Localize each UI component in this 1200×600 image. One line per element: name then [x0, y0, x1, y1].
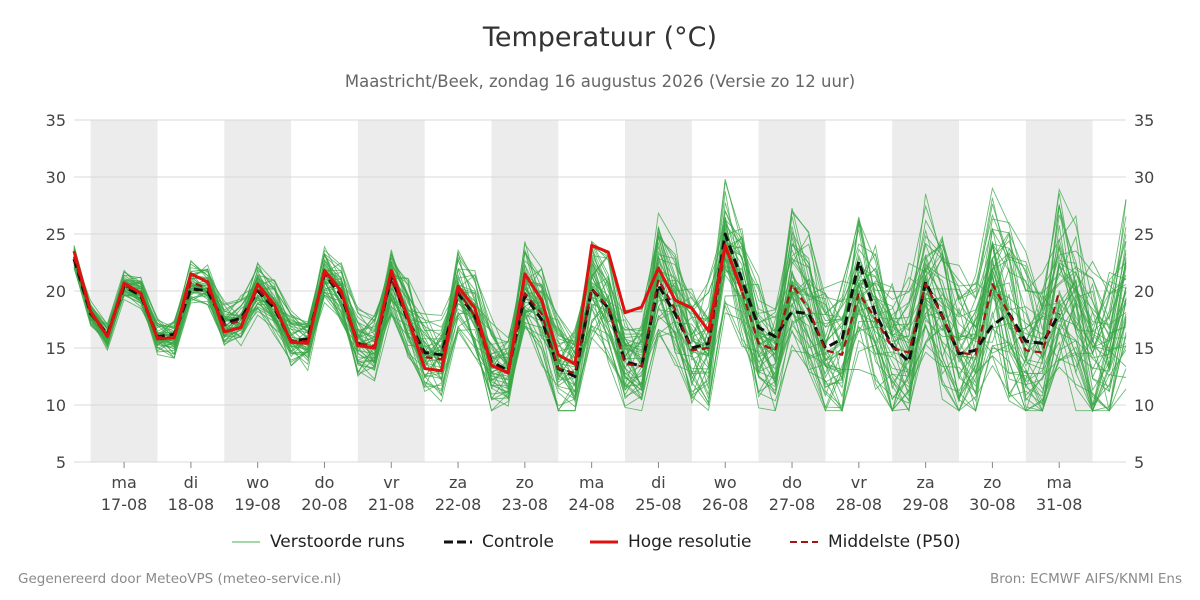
x-tick-weekday: ma — [579, 473, 604, 492]
member-line — [73, 246, 1127, 408]
x-tick-weekday: wo — [714, 473, 737, 492]
member-line — [73, 261, 1127, 413]
member-line — [73, 211, 1127, 367]
member-line — [73, 186, 1127, 364]
footer-source: Bron: ECMWF AIFS/KNMI Ens — [989, 571, 1182, 587]
median-line — [72, 246, 1061, 375]
x-tick-date: 17-08 — [101, 495, 148, 514]
legend-item-hires: Hoge resolutie — [590, 529, 752, 555]
x-tick-weekday: za — [917, 473, 935, 492]
x-axis: ma 17-08 di 18-08 wo 19-08 do 20-08 vr 21-08 za 22-… — [101, 462, 1083, 514]
legend-item-members: Verstoorde runs — [232, 529, 405, 555]
x-tick-weekday: do — [314, 473, 334, 492]
y-tick-label-left: 30 — [46, 168, 66, 187]
legend-item-median: Middelste (P50) — [790, 529, 961, 555]
member-line — [73, 266, 1127, 412]
member-line — [73, 260, 1127, 412]
x-tick-weekday: di — [651, 473, 666, 492]
x-tick-date: 18-08 — [168, 495, 215, 514]
x-tick-weekday: ma — [111, 473, 136, 492]
x-tick-date: 22-08 — [435, 495, 482, 514]
member-line — [73, 228, 1127, 388]
x-tick-date: 29-08 — [902, 495, 949, 514]
main-lines — [72, 232, 1061, 378]
legend-label: Controle — [482, 532, 554, 552]
y-tick-label-right: 20 — [1134, 282, 1154, 301]
y-tick-label-right: 15 — [1134, 339, 1154, 358]
x-tick-date: 25-08 — [635, 495, 682, 514]
y-tick-label-right: 10 — [1134, 396, 1154, 415]
y-tick-label-left: 15 — [46, 339, 66, 358]
legend-label: Middelste (P50) — [828, 532, 961, 552]
x-tick-date: 26-08 — [702, 495, 749, 514]
footer-credit: Gegenereerd door MeteoVPS (meteo-service… — [18, 571, 342, 587]
y-tick-label-right: 35 — [1134, 111, 1154, 130]
x-tick-weekday: za — [449, 473, 467, 492]
legend-swatch-hires — [590, 540, 618, 544]
x-tick-date: 30-08 — [969, 495, 1016, 514]
y-tick-label-left: 35 — [46, 111, 66, 130]
chart-title: Temperatuur (°C) — [482, 22, 718, 53]
hires-line — [72, 243, 744, 375]
member-line — [73, 209, 1127, 377]
x-tick-weekday: wo — [246, 473, 269, 492]
y-tick-label-right: 5 — [1134, 453, 1144, 472]
x-tick-weekday: vr — [383, 473, 399, 492]
x-tick-date: 19-08 — [234, 495, 281, 514]
x-tick-weekday: ma — [1047, 473, 1072, 492]
legend-swatch-control — [444, 540, 472, 544]
member-line — [73, 267, 1127, 413]
x-tick-weekday: zo — [983, 473, 1001, 492]
y-tick-label-right: 30 — [1134, 168, 1154, 187]
y-tick-label-left: 20 — [46, 282, 66, 301]
x-tick-weekday: do — [782, 473, 802, 492]
y-tick-label-left: 10 — [46, 396, 66, 415]
x-tick-weekday: vr — [851, 473, 867, 492]
member-line — [73, 243, 1127, 400]
member-line — [73, 191, 1127, 369]
x-tick-date: 28-08 — [836, 495, 883, 514]
legend-swatch-members — [232, 541, 260, 543]
x-tick-date: 27-08 — [769, 495, 816, 514]
member-line — [73, 178, 1127, 371]
legend-item-control: Controle — [444, 529, 554, 555]
y-tick-label-left: 25 — [46, 225, 66, 244]
member-line — [73, 220, 1127, 397]
x-tick-date: 24-08 — [568, 495, 615, 514]
legend-swatch-median — [790, 541, 818, 543]
member-line — [73, 264, 1127, 412]
y-tick-label-right: 25 — [1134, 225, 1154, 244]
x-tick-date: 23-08 — [502, 495, 549, 514]
legend: Verstoorde runs Controle Hoge resolutie … — [0, 529, 1200, 555]
y-axis-right: 5 10 15 20 25 30 35 — [1134, 111, 1154, 472]
y-tick-label-left: 5 — [56, 453, 66, 472]
y-axis-left: 5 10 15 20 25 30 35 — [46, 111, 66, 472]
x-tick-date: 31-08 — [1036, 495, 1083, 514]
x-tick-weekday: di — [184, 473, 199, 492]
x-tick-date: 20-08 — [301, 495, 348, 514]
chart-subtitle: Maastricht/Beek, zondag 16 augustus 2026… — [344, 72, 856, 91]
legend-label: Verstoorde runs — [270, 532, 405, 552]
legend-label: Hoge resolutie — [628, 532, 752, 552]
x-tick-weekday: zo — [516, 473, 534, 492]
x-tick-date: 21-08 — [368, 495, 415, 514]
